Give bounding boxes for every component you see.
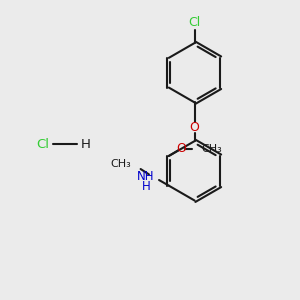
Text: H: H	[81, 138, 91, 151]
Text: O: O	[190, 121, 200, 134]
Text: H: H	[142, 180, 151, 193]
Text: Cl: Cl	[188, 16, 201, 29]
Text: CH₃: CH₃	[201, 143, 222, 154]
Text: NH: NH	[136, 170, 154, 183]
Text: O: O	[176, 142, 186, 155]
Text: Cl: Cl	[37, 138, 50, 151]
Text: CH₃: CH₃	[110, 159, 131, 169]
